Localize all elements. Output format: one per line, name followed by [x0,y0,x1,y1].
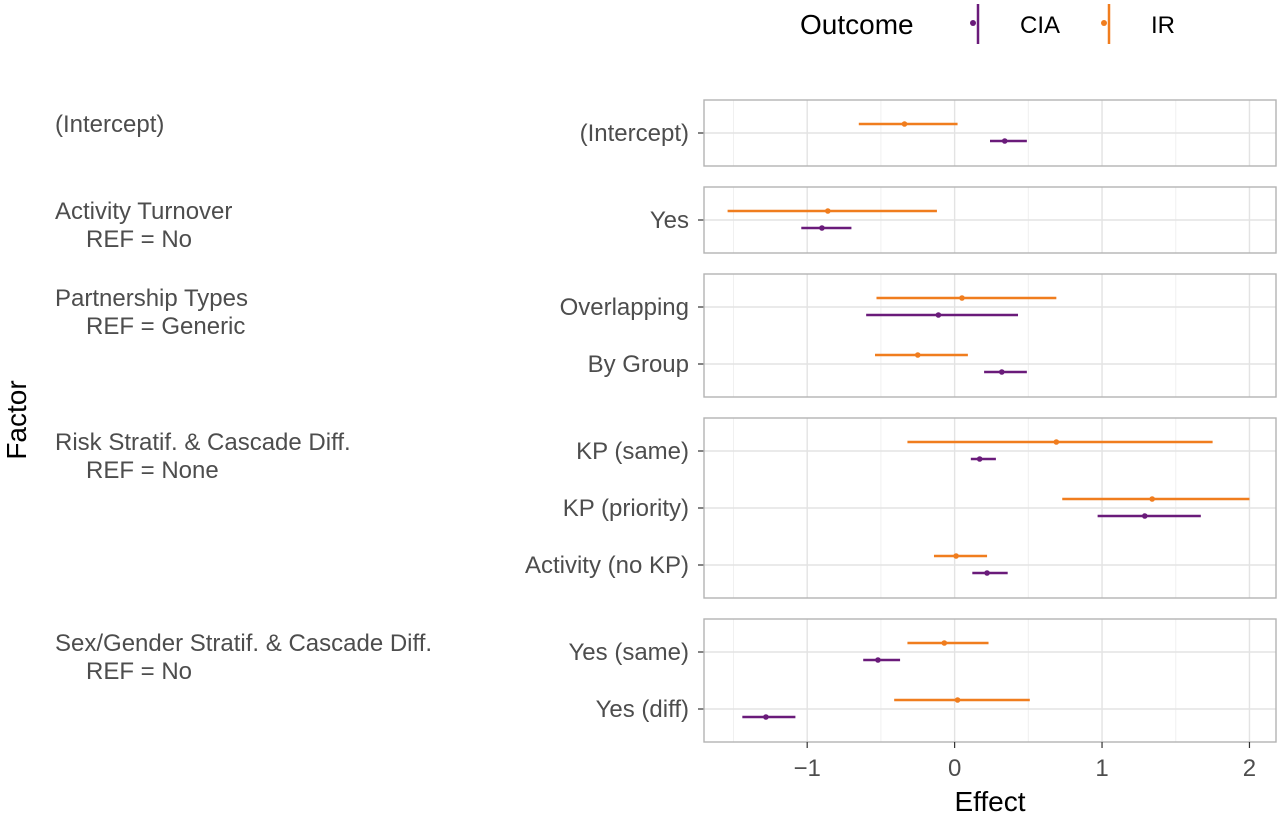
panels-layer: (Intercept) (Intercept)Activity TurnoverR… [55,99,1277,743]
cia-point [875,657,881,663]
panel-border [703,273,1277,398]
y-tick-label: KP (same) [576,438,689,465]
factor-label: Partnership Types [55,285,248,312]
legend-key-cia [970,4,980,44]
ir-point [959,295,965,301]
cia-point [763,714,769,720]
cia-point [819,225,825,231]
y-tick-label: Overlapping [560,294,689,321]
y-tick-label: Yes (diff) [596,696,689,723]
y-tick-label: (Intercept) [580,120,689,147]
legend-label-ir: IR [1151,12,1175,39]
ir-point [825,208,831,214]
factor-label: Sex/Gender Stratif. & Cascade Diff. [55,630,432,657]
y-tick-label: By Group [588,351,689,378]
factor-ref-label: REF = Generic [86,313,245,340]
cia-point [998,369,1005,375]
factor-ref-label: REF = No [86,226,192,253]
y-tick-label: KP (priority) [563,495,689,522]
x-axis-title: Effect [954,786,1025,815]
ir-point [1053,439,1060,445]
factor-label: Risk Stratif. & Cascade Diff. [55,429,351,456]
ir-point [954,697,961,703]
factor-ref-label: REF = No [86,658,192,685]
cia-point [1001,138,1008,144]
panel-border [703,618,1277,743]
panel-border [703,99,1277,167]
cia-point [984,570,990,576]
ir-point [941,640,948,646]
factor-ref-label: REF = None [86,457,219,484]
x-tick-label: 0 [948,755,961,782]
y-tick-label: Yes [650,207,689,234]
legend-title: Outcome [800,9,914,40]
ir-point [914,352,921,358]
x-axis: −1 0 1 2 [794,742,1256,782]
cia-point [1141,513,1148,519]
x-tick-label: −1 [794,755,821,782]
y-axis-title: Factor [1,380,32,459]
cia-point [976,456,983,462]
cia-point [935,312,942,318]
legend-label-cia: CIA [1020,12,1060,39]
panel-border [703,186,1277,254]
ir-point [1149,496,1155,502]
legend-cia-point [970,20,976,26]
x-tick-label: 1 [1095,755,1108,782]
legend: Outcome CIA IR [800,4,1175,44]
panel-border [703,417,1277,599]
y-tick-label: Activity (no KP) [525,552,689,579]
panel-5: Sex/Gender Stratif. & Cascade Diff.REF =… [55,618,1277,743]
panel-1: (Intercept) (Intercept) [55,99,1277,167]
legend-key-ir [1101,4,1111,44]
factor-label: (Intercept) [55,111,164,138]
y-tick-label: Yes (same) [569,639,690,666]
ir-point [953,553,959,559]
ir-point [901,121,908,127]
x-tick-label: 2 [1243,755,1256,782]
legend-ir-point [1101,20,1107,26]
panel-4: Risk Stratif. & Cascade Diff.REF = None K… [55,417,1277,599]
factor-label: Activity Turnover [55,198,232,225]
